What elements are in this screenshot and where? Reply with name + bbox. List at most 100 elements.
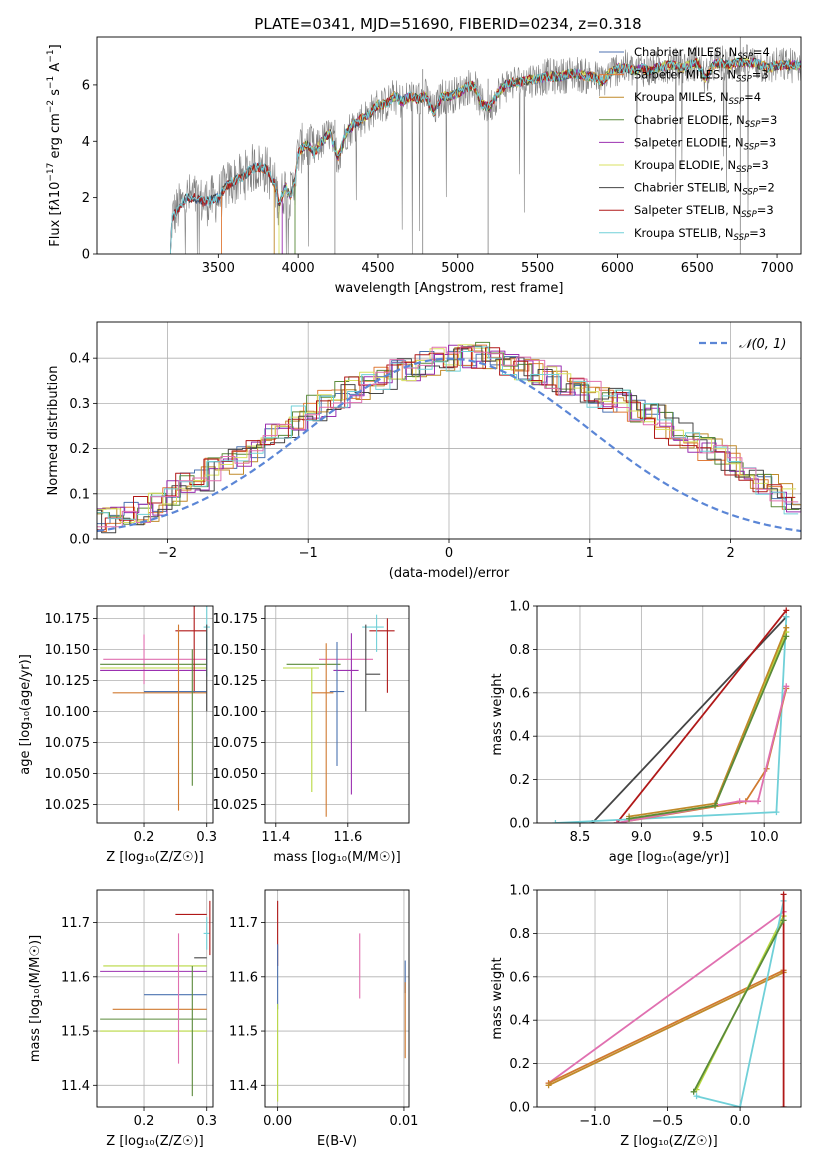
plot-area bbox=[97, 322, 801, 539]
weight-marker bbox=[783, 613, 790, 620]
y-tick-label: 0.4 bbox=[509, 730, 530, 745]
legend-label: 𝒩(0, 1) bbox=[739, 337, 786, 352]
y-tick-label: 10.150 bbox=[45, 643, 91, 658]
x-axis-label: E(B-V) bbox=[317, 1134, 357, 1149]
y-tick-label: 0.6 bbox=[509, 686, 530, 701]
plot-area bbox=[265, 890, 409, 1107]
y-tick-label: 10.025 bbox=[45, 798, 91, 813]
weight-marker bbox=[736, 798, 743, 805]
y-tick-label: 11.5 bbox=[61, 1025, 90, 1040]
legend-label: Chabrier ELODIE, NSSP=3 bbox=[634, 113, 777, 130]
x-axis-label: (data-model)/error bbox=[389, 566, 510, 581]
x-tick-label: 0.2 bbox=[134, 1114, 155, 1129]
weight-marker bbox=[613, 820, 620, 823]
y-tick-label: 1.0 bbox=[509, 600, 530, 615]
axes-frame bbox=[96, 889, 214, 1108]
model-spectrum-kroupa_stelib bbox=[169, 57, 801, 254]
weight-marker bbox=[780, 917, 787, 924]
x-tick-label: 5000 bbox=[441, 261, 474, 276]
y-tick-label: 0.0 bbox=[69, 533, 90, 548]
weight-marker bbox=[783, 607, 790, 614]
weight-marker bbox=[552, 820, 559, 823]
y-tick-label: 2 bbox=[82, 191, 90, 206]
y-tick-label: 0.6 bbox=[509, 970, 530, 985]
x-tick-label: 0.3 bbox=[196, 1114, 217, 1129]
y-tick-label: 11.4 bbox=[229, 1079, 258, 1094]
weight-marker bbox=[780, 1104, 787, 1107]
y-tick-label: 0.3 bbox=[69, 397, 90, 412]
weight-marker bbox=[783, 683, 790, 690]
x-tick-label: 0.01 bbox=[389, 1114, 418, 1129]
legend-label: Chabrier STELIB, NSSP=2 bbox=[634, 181, 775, 198]
y-tick-label: 11.6 bbox=[61, 970, 90, 985]
x-tick-label: 1 bbox=[586, 546, 594, 561]
x-tick-label: 9.0 bbox=[631, 830, 652, 845]
weight-marker bbox=[712, 802, 719, 809]
weight-marker bbox=[783, 624, 790, 631]
plot-area bbox=[537, 890, 801, 1107]
panel-mass_vs_ebv: 0.00 0.01 11.4 11.5 11.6 11.7 E(B-V) bbox=[229, 889, 418, 1149]
y-tick-label: 10.025 bbox=[213, 798, 259, 813]
legend-label: Salpeter MILES, NSSP=3 bbox=[634, 68, 769, 85]
x-tick-label: 5500 bbox=[521, 261, 554, 276]
y-tick-label: 0.1 bbox=[69, 487, 90, 502]
legend-label: Salpeter ELODIE, NSSP=3 bbox=[634, 135, 776, 152]
axes-frame bbox=[96, 36, 802, 255]
y-axis-label: mass [log₁₀(M/M☉)] bbox=[28, 935, 43, 1062]
x-tick-label: 6500 bbox=[681, 261, 714, 276]
x-tick-label: 9.5 bbox=[692, 830, 713, 845]
panel-mass_weight_vs_age: 8.5 9.0 9.5 10.0 0.0 0.2 0.4 0.6 0.8 1.0 age [log₁… bbox=[490, 600, 802, 865]
legend-label: Salpeter STELIB, NSSP=3 bbox=[634, 203, 774, 220]
x-axis-label: mass [log₁₀(M/M☉)] bbox=[273, 850, 400, 865]
axes-frame bbox=[264, 889, 410, 1108]
axes-frame bbox=[264, 605, 410, 824]
weight-marker bbox=[755, 798, 762, 805]
weight-marker bbox=[693, 1093, 700, 1100]
y-tick-label: 10.100 bbox=[45, 705, 91, 720]
y-tick-label: 11.7 bbox=[61, 916, 90, 931]
x-tick-label: 8.5 bbox=[570, 830, 591, 845]
x-tick-label: −2 bbox=[158, 546, 177, 561]
y-axis-label: mass weight bbox=[490, 673, 505, 755]
y-axis-label: mass weight bbox=[490, 957, 505, 1039]
y-tick-label: 10.100 bbox=[213, 705, 259, 720]
weight-line-lime bbox=[628, 631, 788, 820]
x-tick-label: 6000 bbox=[601, 261, 634, 276]
y-tick-label: 4 bbox=[82, 135, 90, 150]
y-axis-label: age [log₁₀(age/yr)] bbox=[18, 654, 33, 775]
x-tick-label: 0.3 bbox=[196, 830, 217, 845]
y-tick-label: 10.175 bbox=[45, 612, 91, 627]
legend-label: Kroupa STELIB, NSSP=3 bbox=[634, 226, 766, 243]
weight-line-salpeter_stelib bbox=[616, 609, 788, 823]
histogram-salpeter_miles bbox=[97, 344, 797, 532]
panel-age_vs_mass: 11.4 11.6 10.025 10.050 10.075 10.100 10.125 10… bbox=[213, 605, 410, 865]
y-tick-label: 11.6 bbox=[229, 970, 258, 985]
axes-frame bbox=[96, 321, 802, 540]
weight-marker bbox=[780, 891, 787, 898]
plot-area bbox=[537, 606, 801, 823]
y-tick-label: 10.150 bbox=[213, 643, 259, 658]
x-tick-label: 0 bbox=[445, 546, 453, 561]
legend: 𝒩(0, 1) bbox=[699, 337, 786, 352]
x-tick-label: 0.00 bbox=[263, 1114, 292, 1129]
panel-spectrum: 3500 4000 4500 5000 5500 6000 6500 7000 0 2 4 6 wave… bbox=[46, 36, 802, 296]
histogram-kroupa_miles bbox=[97, 347, 801, 525]
axes-frame bbox=[536, 889, 802, 1108]
y-tick-label: 0 bbox=[82, 248, 90, 263]
y-tick-label: 10.050 bbox=[45, 767, 91, 782]
y-tick-label: 10.125 bbox=[213, 674, 259, 689]
legend-label: Kroupa ELODIE, NSSP=3 bbox=[634, 158, 769, 175]
weight-marker bbox=[773, 809, 780, 816]
y-tick-label: 10.050 bbox=[213, 767, 259, 782]
y-tick-label: 11.7 bbox=[229, 916, 258, 931]
weight-line-kroupa_miles bbox=[548, 971, 784, 1087]
plot-area bbox=[169, 37, 801, 254]
weight-line-orange bbox=[548, 969, 784, 1084]
weight-line-kroupa_miles bbox=[628, 627, 788, 818]
axes-frame bbox=[536, 605, 802, 824]
weight-line-chabrier_elodie bbox=[692, 919, 785, 1093]
x-axis-label: Z [log₁₀(Z/Z☉)] bbox=[106, 1134, 203, 1149]
y-tick-label: 0.4 bbox=[509, 1014, 530, 1029]
weight-line-chabrier_elodie bbox=[628, 636, 788, 820]
legend-label: Kroupa MILES, NSSP=4 bbox=[634, 90, 761, 107]
